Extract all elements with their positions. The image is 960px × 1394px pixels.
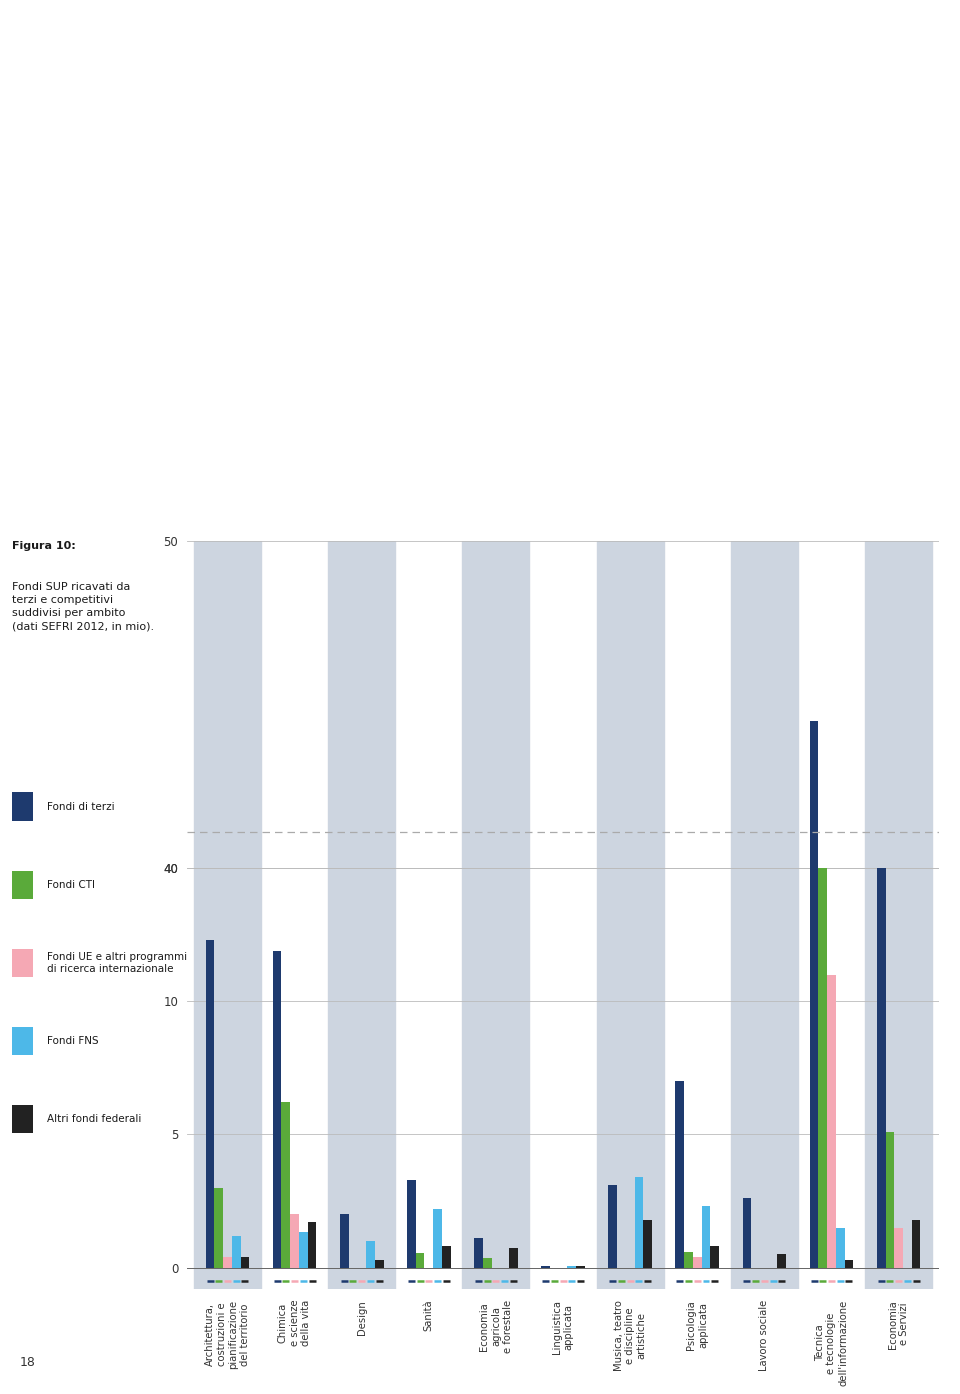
Bar <box>710 1246 719 1267</box>
Bar <box>819 868 828 1267</box>
Bar <box>299 1232 307 1267</box>
Bar <box>205 940 214 1267</box>
Bar <box>442 1246 450 1267</box>
Bar <box>194 541 261 1289</box>
Bar <box>366 1241 374 1267</box>
Bar <box>912 1220 921 1267</box>
Bar <box>509 1248 517 1267</box>
Text: Altri fondi federali: Altri fondi federali <box>47 1114 141 1124</box>
Text: Fondi UE e altri programmi
di ricerca internazionale: Fondi UE e altri programmi di ricerca in… <box>47 952 187 974</box>
Bar <box>407 1179 416 1267</box>
Bar <box>463 541 530 1289</box>
Bar <box>241 1257 250 1267</box>
Bar <box>12 870 34 899</box>
Bar <box>743 1199 752 1267</box>
Bar <box>731 541 798 1289</box>
Bar <box>865 541 932 1289</box>
Bar <box>643 1220 652 1267</box>
Bar <box>416 1253 424 1267</box>
Bar <box>281 1103 290 1267</box>
Bar <box>596 541 663 1289</box>
Bar <box>609 1185 617 1267</box>
Bar <box>273 951 281 1267</box>
Bar <box>474 1238 483 1267</box>
Text: Fondi di terzi: Fondi di terzi <box>47 802 114 811</box>
Text: Fondi SUP ricavati da
terzi e competitivi
suddivisi per ambito
(dati SEFRI 2012,: Fondi SUP ricavati da terzi e competitiv… <box>12 581 154 631</box>
Bar <box>635 1177 643 1267</box>
Text: 18: 18 <box>19 1356 36 1369</box>
Bar <box>374 1260 383 1267</box>
Text: Fondi CTI: Fondi CTI <box>47 880 95 889</box>
Bar <box>12 1105 34 1133</box>
Bar <box>223 1257 231 1267</box>
Bar <box>876 868 885 1267</box>
Bar <box>214 1188 223 1267</box>
Bar <box>12 1026 34 1055</box>
Bar <box>778 1255 786 1267</box>
Text: Figura 10:: Figura 10: <box>12 541 75 551</box>
Bar <box>231 1235 241 1267</box>
Bar <box>483 1259 492 1267</box>
Bar <box>433 1209 442 1267</box>
Bar <box>828 974 836 1267</box>
Bar <box>328 541 396 1289</box>
Bar <box>340 1214 348 1267</box>
Text: Fondi FNS: Fondi FNS <box>47 1036 99 1046</box>
Bar <box>895 1228 903 1267</box>
Bar <box>684 1252 693 1267</box>
Bar <box>290 1214 299 1267</box>
Bar <box>809 721 819 1267</box>
Bar <box>885 1132 895 1267</box>
Bar <box>702 1206 710 1267</box>
Bar <box>12 792 34 821</box>
Bar <box>307 1223 317 1267</box>
Bar <box>836 1228 845 1267</box>
Bar <box>845 1260 853 1267</box>
Bar <box>12 948 34 977</box>
Bar <box>693 1257 702 1267</box>
Bar <box>676 1082 684 1267</box>
